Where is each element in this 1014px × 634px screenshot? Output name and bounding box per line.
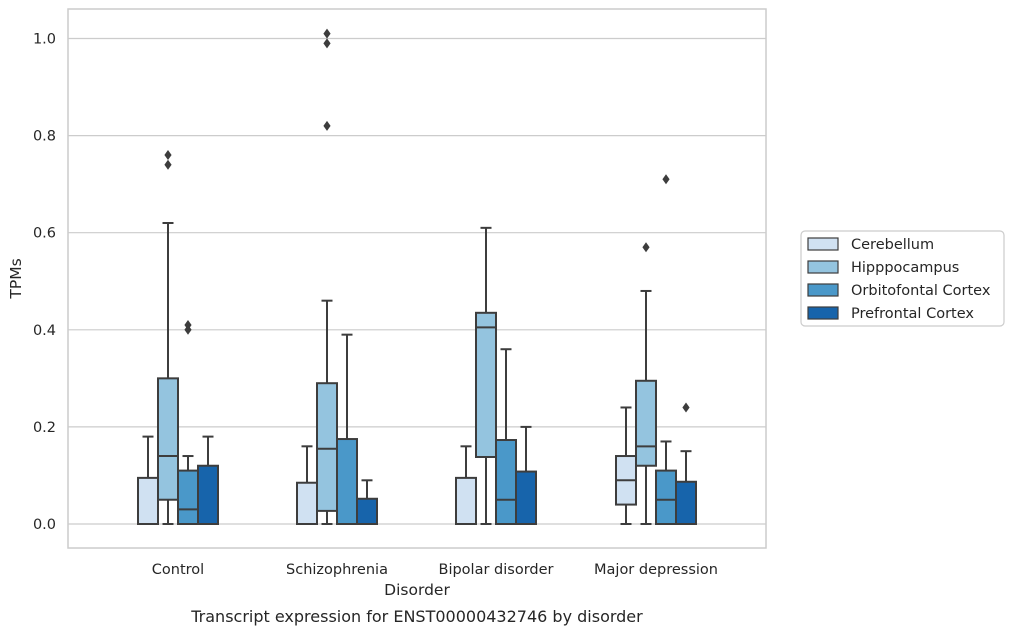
box	[495, 439, 517, 526]
box	[675, 480, 697, 526]
box	[316, 382, 338, 512]
chart-caption: Transcript expression for ENST0000043274…	[190, 607, 643, 626]
y-tick-label: 1.0	[33, 32, 56, 48]
outlier-point	[164, 159, 172, 170]
box	[475, 311, 497, 459]
x-tick-label: Major depression	[594, 562, 718, 578]
y-tick-label: 0.2	[33, 420, 56, 436]
outlier-point	[323, 38, 331, 49]
y-tick-label: 0.0	[33, 517, 56, 533]
x-tick-label: Control	[152, 562, 204, 578]
box	[655, 469, 677, 525]
legend-label: Prefrontal Cortex	[851, 306, 974, 322]
y-tick-label: 0.8	[33, 129, 56, 145]
box-1-3	[356, 479, 378, 525]
box	[356, 497, 378, 525]
legend-label: Hipppocampus	[851, 260, 959, 276]
legend-frame	[800, 230, 1005, 327]
box-0-1	[157, 150, 179, 525]
legend-swatch	[807, 283, 839, 297]
x-axis-title: Disorder	[384, 581, 450, 599]
box-3-0	[615, 406, 637, 525]
x-tick-label: Bipolar disorder	[439, 562, 554, 578]
box	[635, 379, 657, 467]
box-0-3	[197, 435, 219, 525]
outlier-point	[184, 319, 192, 330]
box-2-2	[495, 348, 517, 526]
box	[177, 469, 199, 525]
box	[197, 464, 219, 525]
outlier-point	[323, 120, 331, 131]
box	[157, 377, 179, 501]
y-axis-title: TPMs	[7, 258, 25, 299]
legend: Cerebellum Hipppocampus Orbitofontal Corte…	[800, 230, 1005, 327]
box	[296, 481, 318, 526]
y-tick-labels: 0.0 0.2 0.4 0.6 0.8 1.0	[33, 32, 56, 534]
boxes-layer	[137, 28, 697, 526]
box-0-0	[137, 435, 159, 526]
box-3-2	[655, 174, 677, 525]
legend-label: Orbitofontal Cortex	[851, 283, 991, 299]
y-tick-label: 0.4	[33, 323, 56, 339]
box	[515, 470, 537, 526]
x-tick-label: Schizophrenia	[286, 562, 388, 578]
box-1-2	[336, 333, 358, 526]
legend-label: Cerebellum	[851, 237, 934, 253]
outlier-point	[682, 402, 690, 413]
box-2-0	[455, 445, 477, 526]
y-tick-label: 0.6	[33, 226, 56, 242]
box	[137, 476, 159, 526]
outlier-point	[662, 174, 670, 185]
plot-area	[67, 8, 767, 549]
box-2-1	[475, 226, 497, 525]
box	[455, 476, 477, 526]
outlier-point	[642, 242, 650, 253]
box-1-0	[296, 445, 318, 526]
outlier-point	[164, 150, 172, 161]
box	[336, 438, 358, 526]
outlier-point	[323, 28, 331, 39]
box-1-1	[316, 28, 338, 525]
box-2-3	[515, 425, 537, 526]
box-0-2	[177, 319, 199, 525]
box-3-3	[675, 402, 697, 526]
legend-swatch	[807, 306, 839, 320]
legend-swatch	[807, 237, 839, 251]
box-3-1	[635, 242, 657, 525]
legend-swatch	[807, 260, 839, 274]
x-tick-labels: Control Schizophrenia Bipolar disorder Majo…	[152, 562, 718, 578]
